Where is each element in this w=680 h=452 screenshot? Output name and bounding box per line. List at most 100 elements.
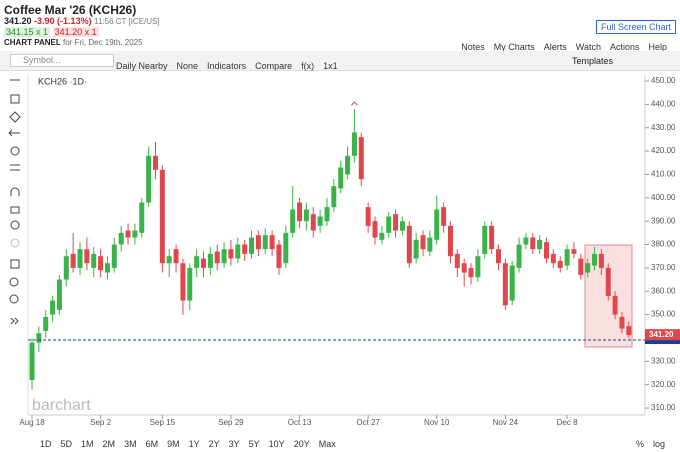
range-button[interactable]: 6M [145, 439, 159, 449]
y-tick-label: 380.00 [651, 240, 676, 249]
y-tick-label: 310.00 [651, 403, 676, 412]
range-button[interactable]: 3M [124, 439, 137, 449]
tool-item[interactable]: None [176, 61, 199, 71]
range-button[interactable]: 5D [60, 439, 73, 449]
candle-body [194, 256, 200, 268]
candle-body [111, 244, 117, 268]
candle-body [345, 155, 351, 175]
candle-body [537, 239, 543, 250]
candle-body [276, 244, 282, 268]
symbol-input[interactable]: Symbol... [10, 54, 114, 67]
candle-body [297, 202, 303, 222]
candle-body [605, 267, 611, 296]
candle-body [290, 209, 296, 233]
tool-item[interactable]: Daily Nearby [116, 61, 168, 71]
range-button[interactable]: 1M [81, 439, 94, 449]
candle-body [393, 214, 399, 231]
tool-icon[interactable] [9, 294, 19, 304]
y-tick-label: 330.00 [651, 356, 676, 365]
x-tick-label: Nov 24 [493, 418, 519, 427]
candle-body [201, 258, 206, 268]
candle-body [544, 242, 549, 259]
candle-body [70, 253, 76, 268]
side-tools [8, 79, 21, 325]
tool-icon[interactable] [10, 164, 20, 171]
candle-body [482, 225, 488, 254]
candle-body [77, 249, 83, 268]
header-link[interactable]: Notes [461, 42, 485, 52]
templates[interactable]: Templates [572, 56, 614, 66]
y-tick-label: 320.00 [651, 380, 676, 389]
tool-icon[interactable] [8, 129, 20, 137]
tool-icon[interactable] [9, 277, 19, 287]
candle-body [56, 279, 62, 310]
range-button[interactable]: 10Y [268, 439, 285, 449]
range-button[interactable]: 2M [102, 439, 116, 449]
header-link[interactable]: Help [648, 42, 667, 52]
candle-body [530, 237, 536, 250]
candle-body [91, 253, 97, 268]
candle-body [187, 267, 193, 301]
candle-body [447, 225, 453, 257]
candle-body [372, 221, 378, 238]
candle-body [454, 253, 460, 268]
candle-body [152, 155, 158, 170]
fullscreen-button[interactable]: Full Screen Chart [595, 20, 676, 34]
tool-icon[interactable] [10, 317, 19, 325]
candle-body [84, 249, 90, 264]
candle-body [585, 263, 591, 273]
panel-date: for Fri, Dec 19th, 2025 [62, 38, 143, 47]
range-button[interactable]: Max [318, 439, 336, 449]
tool-item[interactable]: f(x) [301, 61, 315, 71]
candle-body [242, 244, 248, 254]
candle-body [146, 155, 152, 203]
x-tick-label: Dec 8 [557, 418, 578, 427]
candle-body [351, 132, 357, 156]
scale-button[interactable]: log [652, 439, 665, 449]
tool-item[interactable]: Indicators [207, 61, 247, 71]
range-button[interactable]: 20Y [293, 439, 310, 449]
tool-item[interactable]: 1x1 [323, 61, 338, 71]
range-button[interactable]: 9M [167, 439, 180, 449]
candle-body [324, 207, 330, 222]
tool-icon[interactable] [9, 111, 21, 123]
candle-body [255, 235, 261, 250]
candle-body [50, 300, 56, 315]
last: 341.20 [4, 16, 32, 26]
tool-item[interactable]: Compare [255, 61, 293, 71]
tool-icon[interactable] [10, 220, 20, 230]
candle-body [427, 237, 433, 252]
candle-body [43, 316, 49, 331]
candle-body [283, 232, 289, 264]
candle-body [461, 263, 467, 273]
header-link[interactable]: My Charts [493, 42, 535, 52]
scale-button[interactable]: % [635, 439, 644, 449]
range-button[interactable]: 2Y [208, 439, 220, 449]
range-button[interactable]: 3Y [228, 439, 240, 449]
links: Notes My Charts Alerts Watch Actions Help [461, 37, 676, 55]
y-tick-label: 440.00 [651, 100, 676, 109]
tool-icon[interactable] [10, 94, 20, 104]
tool-icon[interactable] [10, 238, 20, 248]
header-link[interactable]: Alerts [543, 42, 567, 52]
y-tick-label: 360.00 [651, 286, 676, 295]
range-button[interactable]: 5Y [248, 439, 260, 449]
candle-body [221, 249, 227, 264]
candle-body [523, 237, 529, 245]
range-button[interactable]: 1D [40, 439, 52, 449]
y-tick-label: 350.00 [651, 310, 676, 319]
candle-body [228, 249, 234, 259]
candle-body [434, 209, 440, 240]
header-link[interactable]: Actions [609, 42, 640, 52]
tool-icon[interactable] [10, 187, 20, 196]
tool-icon[interactable] [10, 259, 20, 269]
candle-body [249, 237, 255, 254]
range-button[interactable]: 1Y [188, 439, 200, 449]
header-link[interactable]: Watch [575, 42, 601, 52]
y-tick-label: 400.00 [651, 193, 676, 202]
tool-icon[interactable] [10, 206, 20, 214]
tool-icon[interactable] [10, 146, 20, 156]
candle-body [509, 265, 515, 301]
candle-body [502, 263, 508, 306]
candle-body [132, 230, 138, 238]
